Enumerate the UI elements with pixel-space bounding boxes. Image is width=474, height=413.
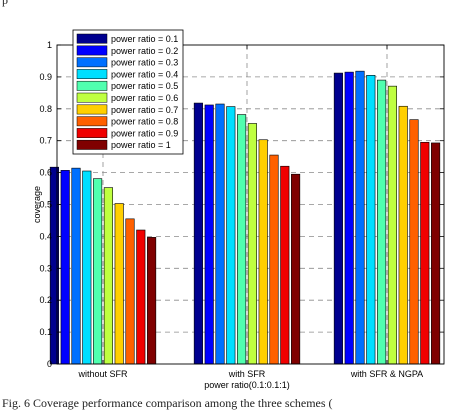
legend-swatch bbox=[76, 128, 108, 138]
legend-entry-label: power ratio = 0.8 bbox=[111, 117, 178, 127]
legend-entry-label: power ratio = 0.6 bbox=[111, 93, 178, 103]
y-tick-label: 0.6 bbox=[39, 168, 52, 178]
bar bbox=[103, 187, 113, 365]
bar bbox=[269, 154, 279, 365]
bar bbox=[136, 229, 146, 365]
bar bbox=[280, 165, 290, 365]
legend-swatch bbox=[76, 116, 108, 127]
coverage-bar-chart: 0 0.1 0.2 0.3 0.4 0.5 0.6 0.7 0.8 0.9 1 without SFR… bbox=[32, 29, 445, 390]
y-tick-label: 1 bbox=[47, 40, 52, 50]
bar bbox=[355, 70, 365, 365]
bar bbox=[114, 203, 124, 365]
legend-entry-label: power ratio = 0.2 bbox=[111, 46, 178, 56]
legend-swatch bbox=[76, 104, 108, 115]
y-tick-label: 0.5 bbox=[39, 200, 52, 210]
legend-entry-label: power ratio = 0.9 bbox=[111, 128, 178, 138]
x-tick-label: without SFR bbox=[77, 369, 128, 379]
y-tick-label: 0.8 bbox=[39, 104, 52, 114]
bar bbox=[125, 218, 135, 365]
bar bbox=[237, 114, 247, 365]
figure-caption: Fig. 6 Coverage performance comparison a… bbox=[2, 396, 333, 410]
bar bbox=[366, 75, 376, 365]
bar bbox=[247, 123, 257, 365]
bars-layer bbox=[49, 70, 441, 365]
bar bbox=[291, 173, 301, 365]
legend-entry-label: power ratio = 0.4 bbox=[111, 69, 178, 79]
legend: power ratio = 0.1 power ratio = 0.2 power … bbox=[72, 29, 184, 155]
bar bbox=[71, 167, 81, 365]
x-tick-label: with SFR & NGPA bbox=[350, 369, 423, 379]
legend-swatch bbox=[76, 92, 108, 103]
legend-swatch bbox=[76, 57, 108, 68]
bar bbox=[193, 102, 203, 365]
y-tick-label: 0.2 bbox=[39, 295, 52, 305]
y-tick-label: 0.4 bbox=[39, 231, 52, 241]
bar bbox=[431, 142, 441, 365]
bar bbox=[420, 141, 430, 365]
bar bbox=[344, 71, 354, 365]
y-axis-label: coverage bbox=[32, 186, 42, 223]
bar bbox=[60, 170, 70, 365]
x-tick-label: with SFR bbox=[228, 369, 266, 379]
top-text-fragment: p bbox=[2, 0, 8, 7]
bar bbox=[377, 79, 387, 365]
x-tick-label: power ratio(0.1:0.1:1) bbox=[204, 380, 290, 390]
legend-swatch bbox=[76, 139, 108, 150]
bar bbox=[409, 119, 419, 365]
legend-entry-label: power ratio = 0.7 bbox=[111, 105, 178, 115]
legend-entry-label: power ratio = 0.5 bbox=[111, 81, 178, 91]
bar bbox=[226, 106, 236, 365]
y-tick-label: 0.1 bbox=[39, 327, 52, 337]
bar bbox=[93, 178, 103, 365]
axes-layer: 0 0.1 0.2 0.3 0.4 0.5 0.6 0.7 0.8 0.9 1 without SFR… bbox=[32, 40, 445, 390]
legend-swatch bbox=[76, 80, 108, 91]
y-tick-label: 0.3 bbox=[39, 263, 52, 273]
legend-entry-label: power ratio = 0.1 bbox=[111, 34, 178, 44]
y-tick-label: 0 bbox=[47, 359, 52, 369]
bar bbox=[387, 85, 397, 365]
bar bbox=[398, 105, 408, 365]
y-tick-label: 0.7 bbox=[39, 136, 52, 146]
legend-swatch bbox=[76, 69, 108, 79]
bar bbox=[49, 166, 59, 365]
bar bbox=[82, 170, 92, 365]
bar bbox=[258, 139, 268, 365]
legend-entry-label: power ratio = 1 bbox=[111, 140, 171, 150]
y-tick-label: 0.9 bbox=[39, 72, 52, 82]
bar bbox=[333, 72, 343, 365]
legend-swatch bbox=[76, 45, 108, 56]
bar bbox=[215, 103, 225, 365]
legend-swatch bbox=[76, 33, 108, 44]
bar bbox=[147, 237, 157, 365]
legend-entry-label: power ratio = 0.3 bbox=[111, 58, 178, 68]
bar bbox=[204, 104, 214, 365]
